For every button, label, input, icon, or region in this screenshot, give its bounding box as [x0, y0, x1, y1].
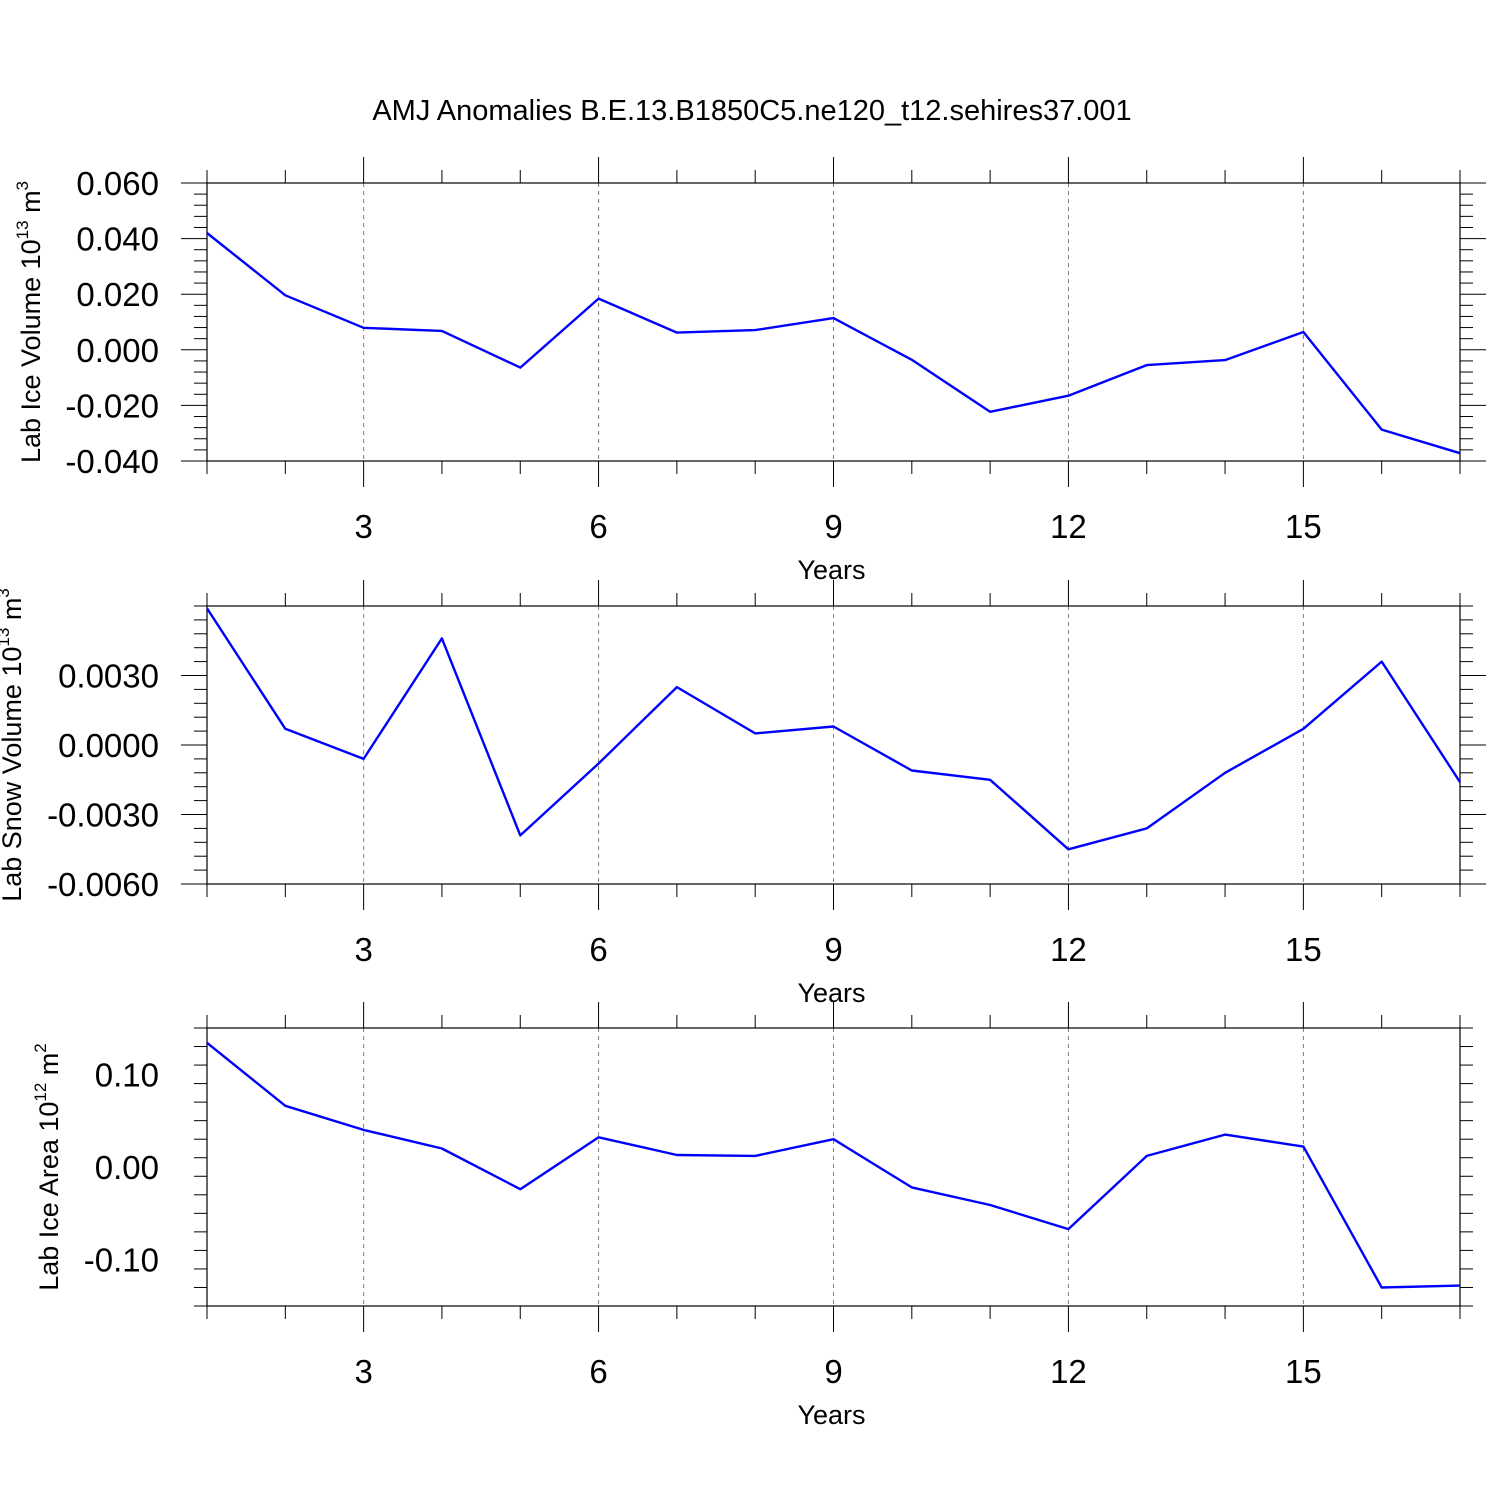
x-tick-label: 12: [1050, 931, 1087, 968]
y-axis-label-part: 12: [31, 1083, 50, 1102]
x-axis-label: Years: [797, 555, 865, 585]
y-tick-label: 0.020: [76, 276, 159, 313]
x-tick-label: 12: [1050, 1353, 1087, 1390]
y-axis-label-part: m: [16, 190, 46, 220]
y-tick-label: 0.060: [76, 165, 159, 202]
y-axis-label: Lab Snow Volume 1013 m3: [0, 588, 27, 902]
y-axis-label: Lab Ice Area 1012 m2: [31, 1043, 64, 1291]
x-axis-label: Years: [797, 1400, 865, 1430]
x-tick-label: 15: [1285, 931, 1322, 968]
y-axis-label-part: 13: [0, 628, 13, 647]
panel-1: -0.040 -0.020 0.000 0.020 0.040 0.060 3 6 9 12 15 Y…: [13, 157, 1486, 585]
y-axis-label: Lab Ice Volume 1013 m3: [13, 181, 46, 463]
y-tick-label: -0.0030: [47, 797, 159, 834]
x-tick-label: 3: [354, 931, 372, 968]
y-tick-label: 0.040: [76, 221, 159, 258]
y-tick-label: -0.020: [65, 387, 159, 424]
y-tick-label: 0.0030: [58, 658, 159, 695]
x-axis-label: Years: [797, 978, 865, 1008]
panel-2: -0.0060 -0.0030 0.0000 0.0030 3 6 9 12 15 Years La…: [0, 580, 1486, 1008]
y-tick-label: -0.10: [84, 1242, 159, 1279]
y-tick-label: 0.0000: [58, 727, 159, 764]
y-axis-label-part: 2: [31, 1043, 50, 1052]
chart-title: AMJ Anomalies B.E.13.B1850C5.ne120_t12.s…: [372, 95, 1131, 127]
panel-3: -0.10 0.00 0.10 3 6 9 12 15 Years Lab Ice Area 10…: [31, 1002, 1473, 1430]
y-axis-label-part: 3: [13, 181, 32, 190]
x-tick-label: 9: [824, 1353, 842, 1390]
y-axis-label-part: 13: [13, 220, 32, 239]
y-axis-label-part: m: [0, 598, 27, 628]
y-tick-label: 0.00: [95, 1149, 159, 1186]
y-tick-label: -0.0060: [47, 866, 159, 903]
x-tick-label: 15: [1285, 1353, 1322, 1390]
y-axis-label-part: 3: [0, 588, 13, 597]
x-tick-label: 9: [824, 931, 842, 968]
y-tick-label: 0.10: [95, 1056, 159, 1093]
x-tick-label: 6: [589, 931, 607, 968]
x-tick-label: 15: [1285, 508, 1322, 545]
y-tick-label: 0.000: [76, 332, 159, 369]
y-axis-label-part: Lab Ice Area 10: [34, 1102, 64, 1291]
x-tick-label: 3: [354, 1353, 372, 1390]
x-tick-label: 6: [589, 1353, 607, 1390]
x-tick-label: 3: [354, 508, 372, 545]
y-axis-label-part: m: [34, 1053, 64, 1083]
y-axis-label-part: Lab Ice Volume 10: [16, 239, 46, 463]
x-tick-label: 12: [1050, 508, 1087, 545]
x-tick-label: 9: [824, 508, 842, 545]
y-axis-label-part: Lab Snow Volume 10: [0, 647, 27, 902]
x-tick-label: 6: [589, 508, 607, 545]
y-tick-label: -0.040: [65, 443, 159, 480]
